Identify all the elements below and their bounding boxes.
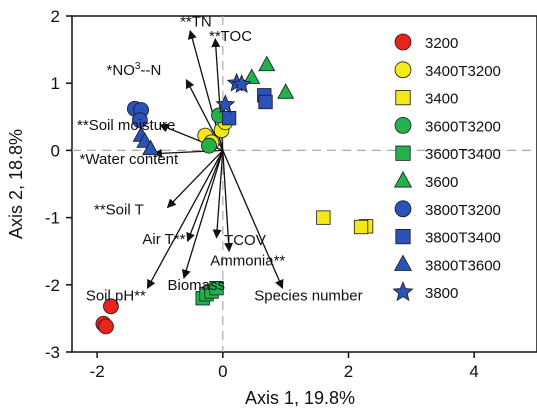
vector-label: Air T** [142,231,185,248]
legend-label: 3600 [425,174,458,191]
point-3200 [103,298,119,315]
x-tick-label: 2 [344,362,353,381]
legend-marker [395,228,411,245]
legend-label: 3600T3400 [425,146,501,163]
legend-item: 3400 [395,90,458,108]
legend-label: 3600T3200 [425,118,501,135]
legend-item: 3800T3400 [395,228,501,247]
vector-label: Ammonia** [210,253,285,270]
legend-label: 3400T3200 [425,63,501,80]
point-3800 [215,94,236,114]
vector-arrow [181,150,224,279]
legend-marker [394,61,412,79]
point-3800T3400 [258,94,273,110]
legend-item: 3400T3200 [394,61,501,80]
legend-label: 3800T3400 [425,230,501,247]
point-3600T3200 [201,137,217,154]
y-tick-label: -2 [45,276,60,295]
vector-label: Biomass [168,277,226,294]
vector-arrow [186,150,224,242]
y-tick-label: -3 [45,343,60,362]
legend-marker [394,33,412,51]
plot-area: **TN**TOC *NO3--N **Soil moisture *Water co… [71,13,537,353]
legend-marker [395,145,411,161]
x-tick-label: -2 [90,362,105,381]
legend-marker [395,90,411,106]
legend-item: 3600T3400 [395,145,501,163]
legend-item: 3200 [394,33,458,52]
point-3600 [243,68,261,84]
vector-arrow [222,150,284,289]
point-3800T3200 [131,112,148,129]
point-3800 [231,74,252,93]
vector-arrow [212,150,224,239]
vector-labels: **TN**TOC *NO3--N **Soil moisture *Water co… [77,13,363,304]
y-tick-label: 0 [51,141,60,160]
vector-label: **Soil T [94,202,144,219]
point-3400 [353,219,369,235]
legend-label: 3800 [425,285,458,302]
point-3600T3400 [209,281,224,296]
point-3800T3600 [142,139,160,156]
vector-label: TCOV [224,232,266,249]
vector-label: **TN [180,13,212,30]
legend: 3200 3400T3200 3400 3600T3200 3600T3400 3600 3… [392,33,501,302]
vector-label: Soil pH** [86,288,146,305]
vector-label: **TOC [209,28,252,45]
vector-arrow [146,150,224,289]
point-3200 [98,318,114,335]
point-3600 [258,55,276,72]
point-3600 [277,83,295,99]
legend-label: 3400 [425,91,458,108]
vector-label: *Water content [80,151,179,168]
vector-label: *NO3--N [107,61,162,79]
x-axis: -2 0 2 4 [90,352,479,381]
legend-label: 3800T3600 [425,257,501,274]
legend-marker [394,117,412,134]
legend-label: 3200 [425,35,458,52]
y-tick-label: 2 [51,7,60,26]
point-3800T3400 [221,110,237,126]
x-tick-label: 4 [469,362,478,381]
legend-item: 3800 [392,281,458,302]
points [95,55,374,335]
y-tick-label: -1 [45,209,60,228]
vector-label: **Soil moisture [77,117,175,134]
legend-item: 3600 [393,171,458,191]
legend-marker [393,171,413,188]
legend-label: 3800T3200 [425,202,501,219]
y-axis-title: Axis 2, 18.8% [6,129,26,239]
x-tick-label: 0 [218,362,227,381]
vector-label: Species number [254,288,362,305]
legend-item: 3800T3200 [394,200,501,219]
legend-item: 3800T3600 [393,254,501,274]
vector-arrow [222,150,234,253]
legend-item: 3600T3200 [394,117,501,135]
point-3400 [316,210,331,225]
legend-marker [392,281,414,302]
legend-marker [394,200,412,218]
legend-marker [393,254,413,271]
y-axis: -3 -2 -1 0 1 2 [45,7,72,362]
y-tick-label: 1 [51,74,60,93]
plot-frame [71,15,537,353]
vector-arrow [166,149,224,209]
x-axis-title: Axis 1, 19.8% [245,388,355,408]
